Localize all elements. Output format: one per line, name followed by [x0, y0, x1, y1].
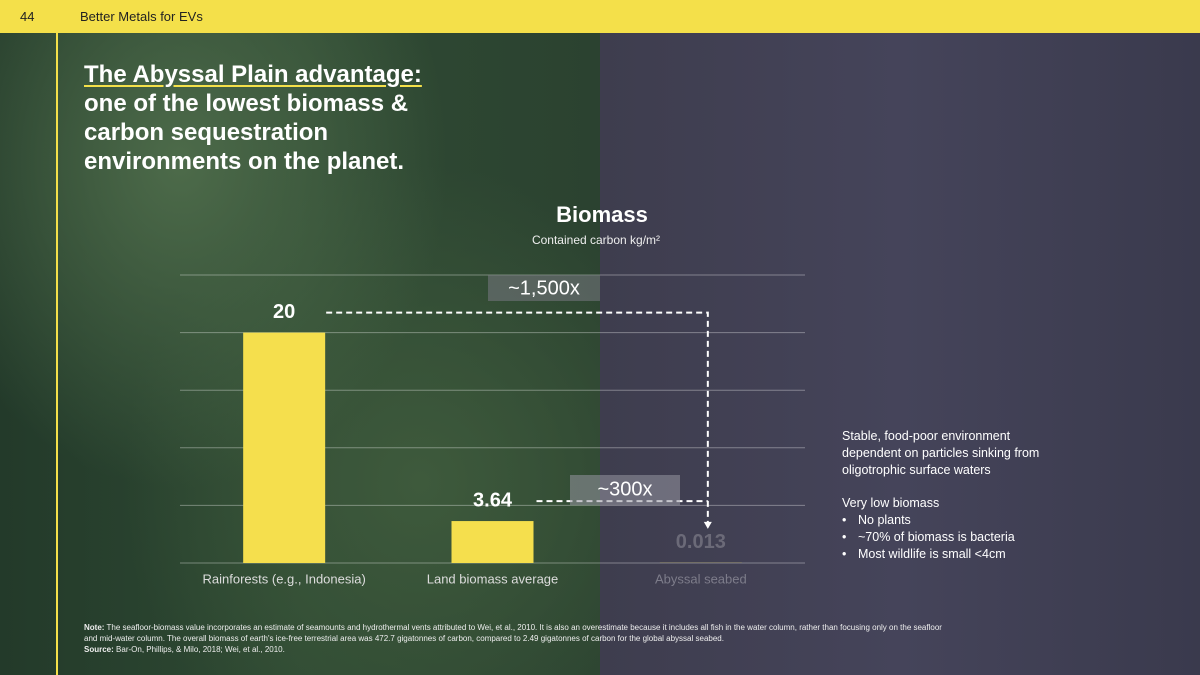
- comparison-line: [326, 311, 709, 523]
- intro-line: Stable, food-poor environment: [842, 429, 1011, 443]
- side-text: Stable, food-poor environment dependent …: [842, 428, 1039, 563]
- x-tick-label: Land biomass average: [427, 571, 559, 586]
- annotation: ~300x: [597, 478, 652, 500]
- footnote: Note: The seafloor-biomass value incorpo…: [84, 622, 944, 655]
- annotation-box: [488, 275, 600, 301]
- headline: The Abyssal Plain advantage: one of the …: [84, 60, 422, 176]
- chart-subtitle: Contained carbon kg/m²: [532, 233, 660, 247]
- value-label: 3.64: [473, 489, 513, 511]
- intro-line: oligotrophic surface waters: [842, 463, 991, 477]
- intro-line: dependent on particles sinking from: [842, 446, 1040, 460]
- note-label: Note:: [84, 623, 105, 632]
- header-title: Better Metals for EVs: [80, 9, 203, 24]
- value-label: 0.013: [676, 531, 726, 553]
- note: The seafloor-biomass value incorporates …: [84, 623, 942, 643]
- bar: [451, 521, 534, 563]
- chart-title: Biomass: [556, 202, 648, 227]
- side-heading: Very low biomass: [842, 496, 940, 510]
- x-tick-label: Abyssal seabed: [655, 571, 747, 586]
- source-label: Source:: [84, 645, 114, 654]
- value-label: 20: [273, 301, 295, 323]
- header-bar: 44 Better Metals for EVs: [0, 0, 1200, 33]
- headline-line: The Abyssal Plain advantage:: [84, 61, 422, 88]
- headline-line: carbon sequestration: [84, 119, 329, 146]
- bullet-list: No plants ~70% of biomass is bacteria Mo…: [842, 512, 1039, 563]
- page-number: 44: [20, 9, 35, 24]
- bar: [243, 332, 326, 563]
- bullet: Most wildlife is small <4cm: [842, 546, 1039, 563]
- annotation: ~1,500x: [508, 277, 580, 299]
- divider: [56, 0, 58, 675]
- source: Bar-On, Phillips, & Milo, 2018; Wei, et …: [116, 645, 285, 654]
- bullet: ~70% of biomass is bacteria: [842, 529, 1039, 546]
- x-tick-label: Rainforests (e.g., Indonesia): [203, 571, 366, 586]
- annotation-box: [570, 475, 680, 505]
- headline-line: environments on the planet.: [84, 148, 405, 175]
- bullet: No plants: [842, 512, 1039, 529]
- arrow-head: [703, 521, 712, 529]
- headline-line: one of the lowest biomass &: [84, 90, 409, 117]
